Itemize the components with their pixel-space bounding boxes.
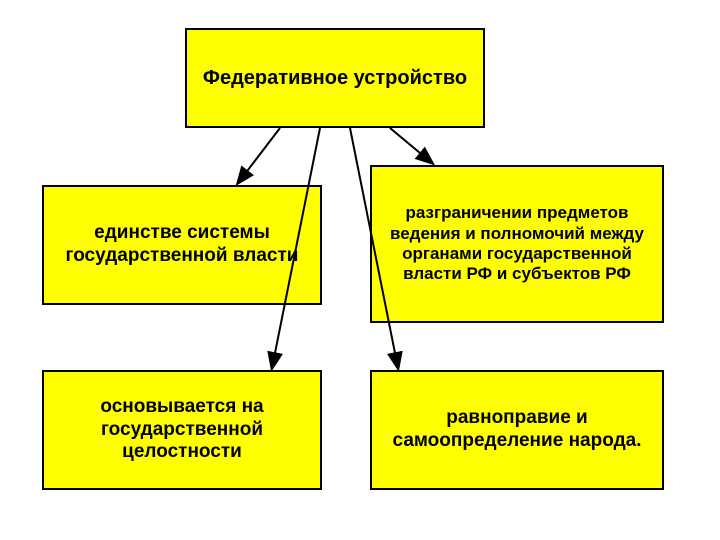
edge-root-righttop (390, 128, 432, 163)
root-label: Федеративное устройство (203, 66, 467, 90)
right-top-label: разграничении предметов ведения и полном… (380, 203, 654, 285)
left-top-label: единстве системы государственной власти (52, 222, 312, 268)
right-bottom-node: равноправие и самоопределение народа. (370, 370, 664, 490)
right-top-node: разграничении предметов ведения и полном… (370, 165, 664, 323)
edge-root-lefttop (238, 128, 280, 183)
left-bottom-label: основывается на государственной целостно… (52, 396, 312, 464)
root-node: Федеративное устройство (185, 28, 485, 128)
left-bottom-node: основывается на государственной целостно… (42, 370, 322, 490)
left-top-node: единстве системы государственной власти (42, 185, 322, 305)
right-bottom-label: равноправие и самоопределение народа. (380, 407, 654, 453)
